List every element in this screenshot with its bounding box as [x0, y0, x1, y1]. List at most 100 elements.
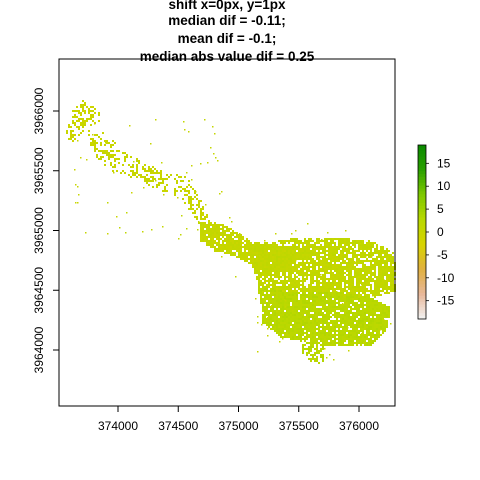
raster-cell — [156, 186, 158, 188]
raster-cell — [226, 250, 228, 252]
raster-cell — [332, 268, 334, 270]
raster-cell — [358, 326, 360, 328]
raster-cell — [314, 242, 316, 244]
colorbar-swatch — [418, 272, 426, 277]
raster-cell — [334, 336, 336, 338]
raster-cell — [260, 294, 262, 296]
raster-cell — [338, 328, 340, 330]
raster-cell — [304, 264, 306, 266]
raster-cell — [378, 252, 380, 254]
raster-cell — [260, 246, 262, 248]
raster-cell — [392, 276, 394, 278]
raster-cell — [246, 252, 248, 254]
raster-cell — [372, 326, 374, 328]
raster-cell — [324, 256, 326, 258]
raster-cell — [282, 272, 284, 274]
raster-cell — [288, 258, 290, 260]
raster-cell — [212, 240, 214, 242]
raster-cell — [348, 294, 350, 296]
raster-cell — [368, 338, 370, 340]
raster-cell — [290, 306, 292, 308]
raster-cell — [144, 164, 146, 166]
raster-cell — [352, 242, 354, 244]
raster-cell — [318, 326, 320, 328]
raster-cell — [336, 288, 338, 290]
raster-cell — [304, 250, 306, 252]
colorbar-tick-label: 5 — [437, 202, 444, 216]
raster-cell — [246, 244, 248, 246]
raster-cell — [282, 302, 284, 304]
raster-cell — [366, 298, 368, 300]
raster-cell — [340, 244, 342, 246]
raster-cell — [106, 140, 108, 142]
raster-cell — [318, 242, 320, 244]
raster-cell — [326, 326, 328, 328]
raster-cell — [274, 306, 276, 308]
raster-cell — [298, 240, 300, 242]
raster-cell — [282, 298, 284, 300]
raster-cell — [306, 338, 308, 340]
raster-cell — [326, 254, 328, 256]
raster-cell — [370, 290, 372, 292]
raster-cell — [334, 238, 336, 240]
raster-cell — [302, 252, 304, 254]
raster-cell — [390, 286, 392, 288]
raster-cell — [314, 334, 316, 336]
raster-cell — [362, 302, 364, 304]
raster-cell — [161, 162, 163, 164]
raster-cell — [384, 312, 386, 314]
raster-cell — [300, 262, 302, 264]
raster-cell — [280, 266, 282, 268]
raster-cell — [274, 312, 276, 314]
raster-cell — [376, 302, 378, 304]
raster-cell — [326, 336, 328, 338]
raster-cell — [284, 320, 286, 322]
raster-cell — [344, 304, 346, 306]
raster-cell — [322, 280, 324, 282]
raster-cell — [248, 248, 250, 250]
raster-cell — [346, 264, 348, 266]
raster-cell — [364, 282, 366, 284]
raster-cell — [348, 238, 350, 240]
colorbar-tick-label: -15 — [437, 294, 455, 308]
raster-cell — [206, 240, 208, 242]
raster-cell — [342, 330, 344, 332]
raster-cell — [312, 274, 314, 276]
raster-cell — [152, 186, 154, 188]
raster-cell — [264, 250, 266, 252]
raster-cell — [380, 312, 382, 314]
raster-cell — [186, 228, 188, 230]
colorbar-swatch — [418, 246, 426, 250]
raster-cell — [255, 298, 257, 300]
raster-cell — [322, 306, 324, 308]
raster-cell — [314, 264, 316, 266]
raster-cell — [342, 342, 344, 344]
raster-cell — [322, 330, 324, 332]
raster-pixels — [66, 100, 396, 364]
raster-cell — [372, 336, 374, 338]
raster-cell — [372, 316, 374, 318]
raster-cell — [366, 274, 368, 276]
raster-cell — [194, 210, 196, 212]
raster-cell — [320, 350, 322, 352]
raster-cell — [228, 244, 230, 246]
raster-cell — [320, 260, 322, 262]
raster-cell — [342, 278, 344, 280]
raster-cell — [370, 342, 372, 344]
raster-cell — [326, 286, 328, 288]
raster-cell — [302, 262, 304, 264]
raster-cell — [154, 178, 156, 180]
raster-cell — [360, 270, 362, 272]
raster-cell — [296, 252, 298, 254]
raster-cell — [390, 266, 392, 268]
raster-cell — [352, 334, 354, 336]
raster-cell — [158, 184, 160, 186]
raster-cell — [316, 238, 318, 240]
raster-cell — [376, 284, 378, 286]
raster-cell — [270, 310, 272, 312]
raster-cell — [378, 336, 380, 338]
colorbar-swatch — [418, 191, 426, 195]
raster-cell — [280, 336, 282, 338]
raster-cell — [384, 330, 386, 332]
raster-cell — [332, 238, 334, 240]
